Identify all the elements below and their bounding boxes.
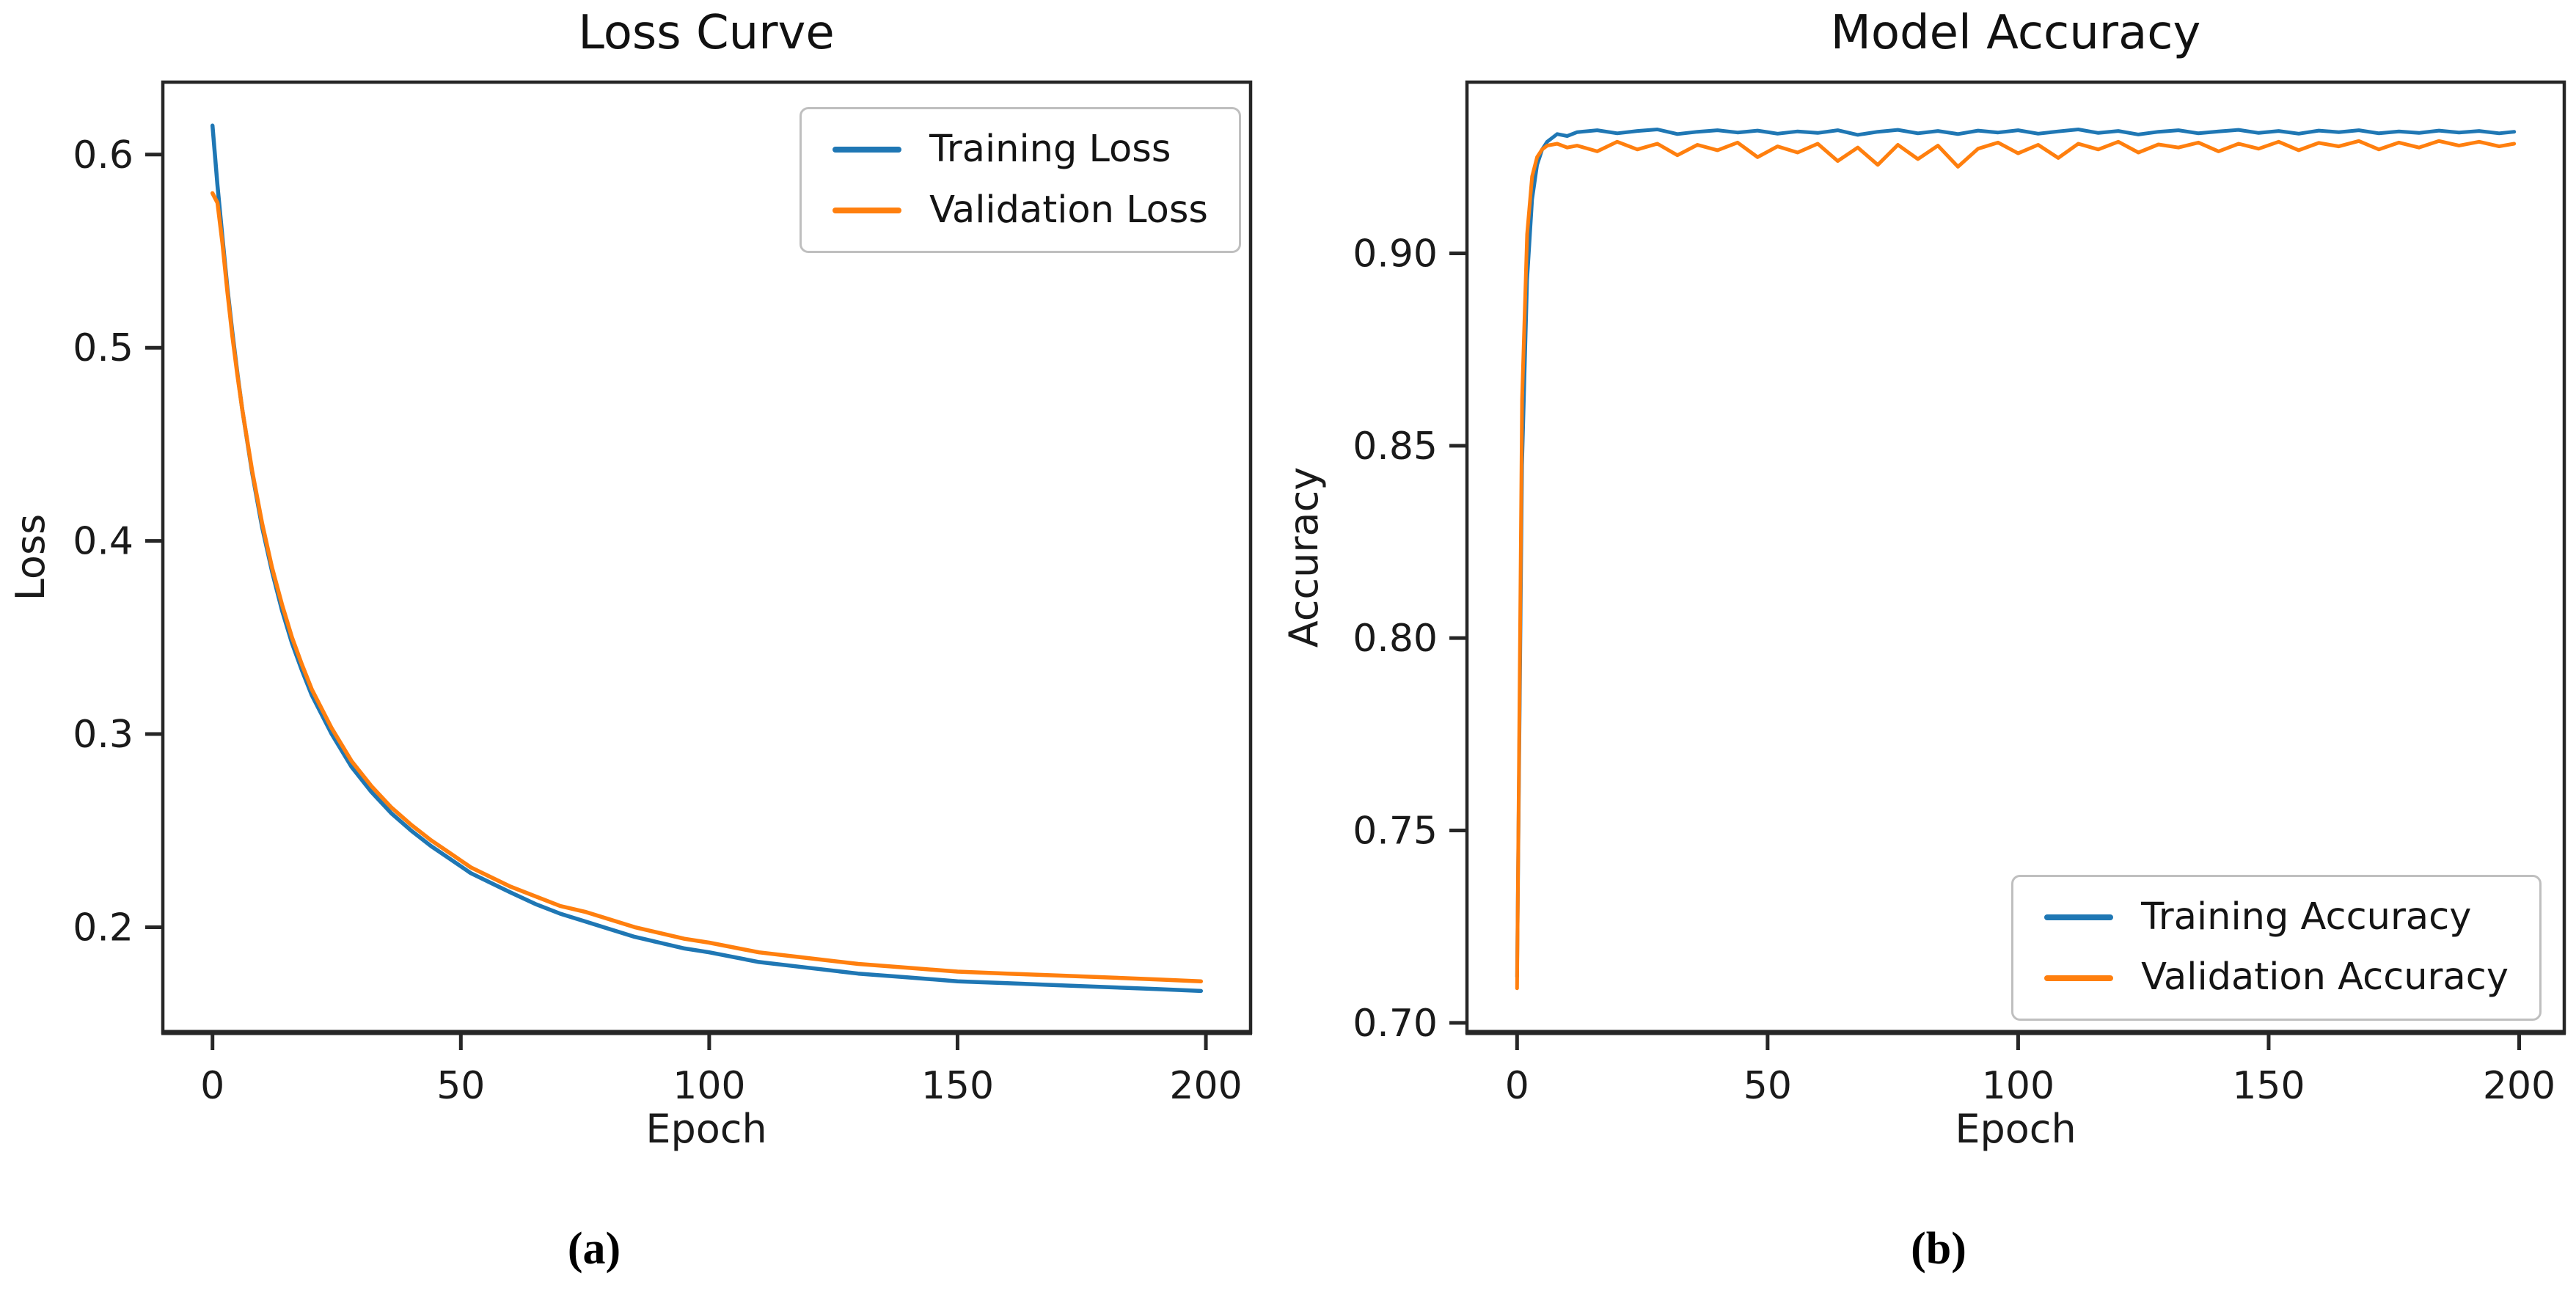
training-loss-line-icon: [833, 147, 902, 153]
x-tick-label: 200: [1169, 1064, 1242, 1108]
x-tick-label: 50: [436, 1064, 485, 1108]
panel-a-caption: (a): [567, 1224, 621, 1274]
panel-b-caption: (b): [1911, 1224, 1966, 1274]
x-tick-label: 200: [2483, 1064, 2555, 1108]
loss-y-axis-label: Loss: [7, 513, 54, 601]
training-accuracy-curve: [1515, 128, 2517, 979]
accuracy-y-axis-label: Accuracy: [1281, 466, 1327, 648]
loss-legend: Training Loss Validation Loss: [799, 107, 1241, 254]
y-tick-label: 0.80: [1353, 617, 1438, 661]
legend-label: Training Loss: [929, 128, 1171, 171]
y-tick-label: 0.5: [73, 326, 133, 370]
y-tick-label: 0.3: [73, 713, 133, 757]
validation-loss-curve: [210, 191, 1204, 983]
y-tick-label: 0.85: [1353, 425, 1438, 469]
y-tick-label: 0.2: [73, 906, 133, 950]
y-tick-label: 0.4: [73, 520, 133, 564]
legend-row: Training Accuracy: [2044, 895, 2509, 939]
x-tick-label: 100: [1982, 1064, 2054, 1108]
legend-label: Training Accuracy: [2141, 895, 2472, 939]
legend-label: Validation Accuracy: [2141, 955, 2509, 999]
accuracy-x-axis-label: Epoch: [1955, 1106, 2076, 1152]
accuracy-legend: Training Accuracy Validation Accuracy: [2011, 874, 2542, 1021]
training-accuracy-line-icon: [2044, 914, 2114, 921]
accuracy-chart-title: Model Accuracy: [1830, 6, 2201, 60]
loss-x-axis-label: Epoch: [645, 1106, 767, 1152]
x-tick-label: 150: [921, 1064, 994, 1108]
validation-accuracy-curve: [1515, 139, 2517, 991]
y-tick-label: 0.6: [73, 133, 133, 177]
x-tick-label: 0: [200, 1064, 224, 1108]
validation-accuracy-line-icon: [2044, 975, 2114, 981]
x-tick-label: 150: [2232, 1064, 2305, 1108]
x-tick-label: 0: [1505, 1064, 1529, 1108]
y-tick-label: 0.75: [1353, 810, 1438, 854]
validation-loss-line-icon: [833, 207, 902, 213]
x-tick-label: 100: [673, 1064, 745, 1108]
training-loss-curve: [210, 123, 1204, 994]
y-tick-label: 0.90: [1353, 232, 1438, 276]
x-tick-label: 50: [1743, 1064, 1792, 1108]
legend-label: Validation Loss: [929, 188, 1208, 232]
legend-row: Validation Accuracy: [2044, 956, 2509, 999]
y-tick-label: 0.70: [1353, 1002, 1438, 1046]
loss-chart-title: Loss Curve: [578, 6, 835, 60]
legend-row: Training Loss: [833, 128, 1208, 172]
legend-row: Validation Loss: [833, 188, 1208, 232]
